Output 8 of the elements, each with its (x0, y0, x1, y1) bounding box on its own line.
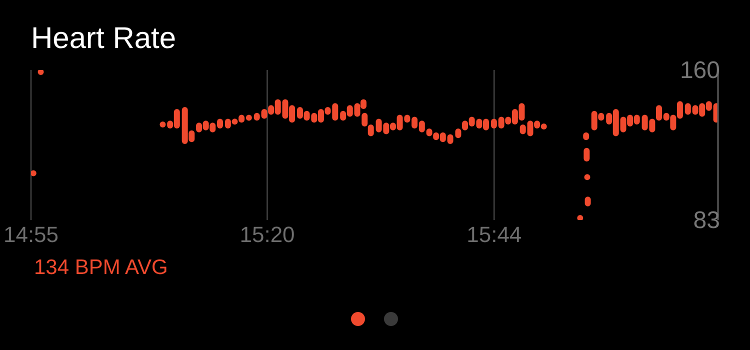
y-tick-label: 83 (693, 207, 720, 234)
x-tick-label: 15:20 (240, 222, 295, 247)
x-tick-label: 14:55 (3, 222, 59, 247)
text: 134 BPM AVG (34, 256, 168, 280)
bar (584, 148, 590, 162)
chart-title: Heart Rate (31, 22, 176, 56)
x-tick-label: 15:44 (466, 222, 522, 247)
y-tick-label: 160 (680, 57, 720, 84)
